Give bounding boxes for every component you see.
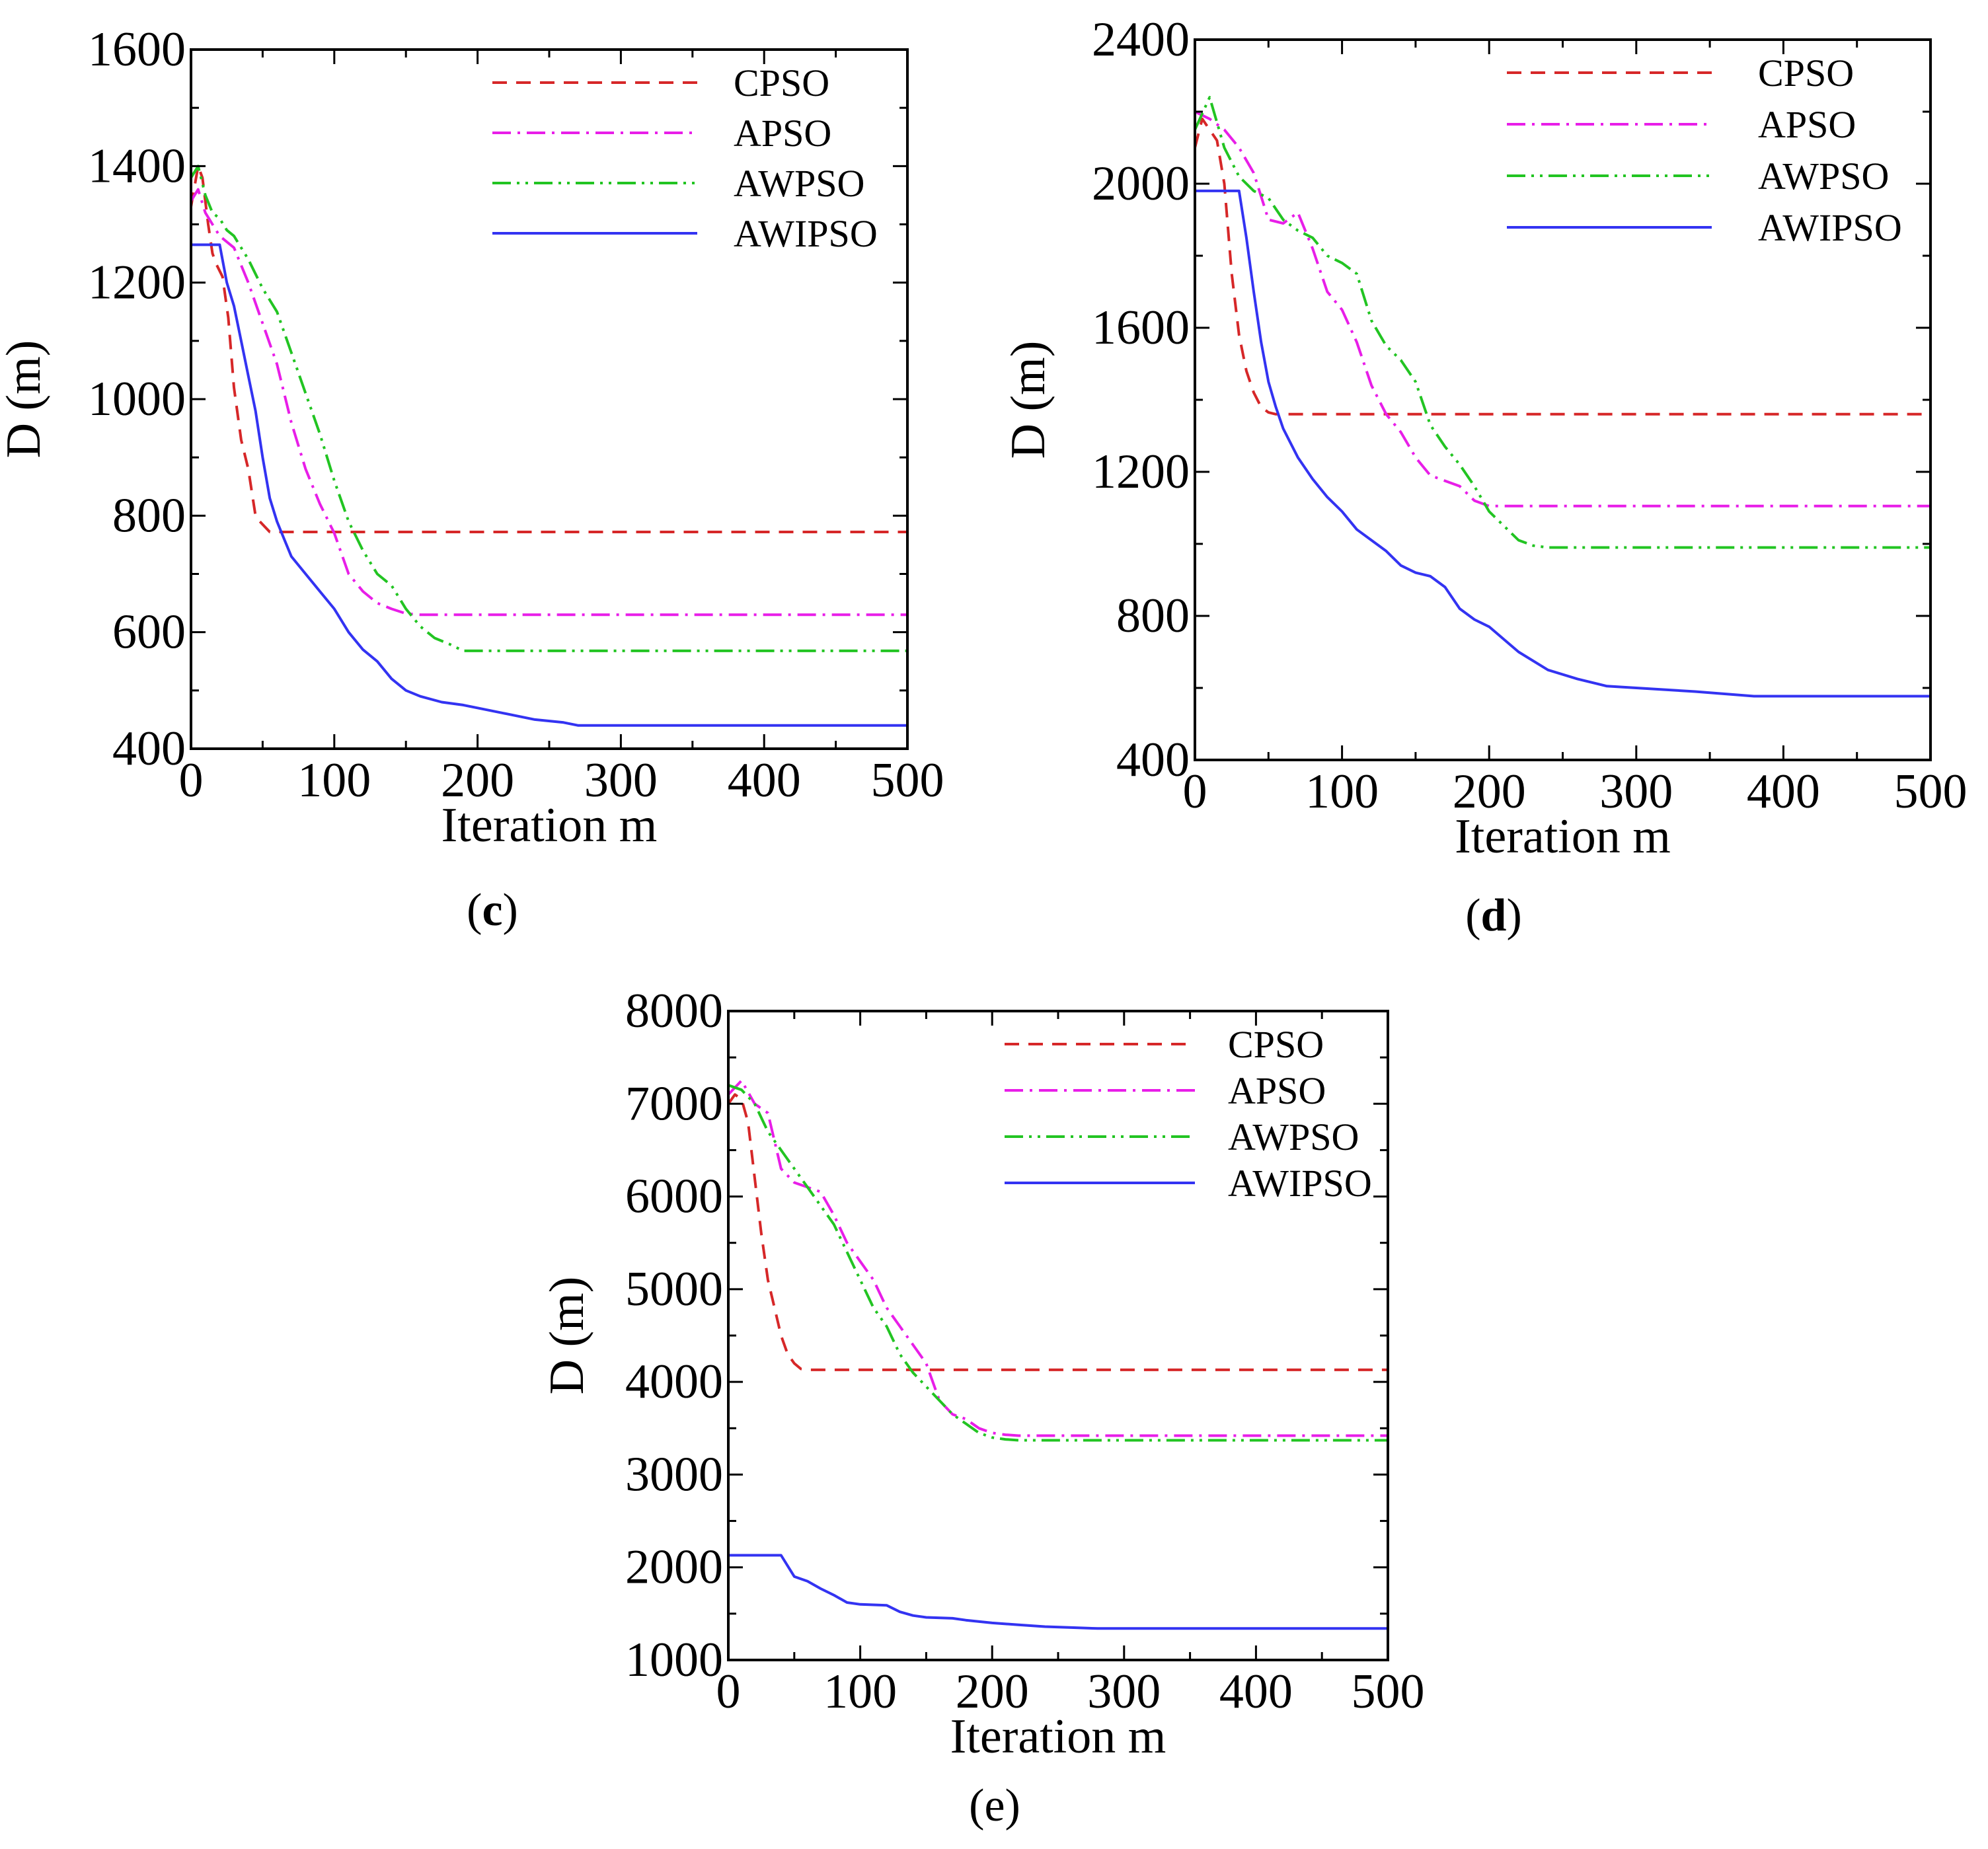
x-tick-label: 0 (1183, 765, 1207, 819)
y-axis-title: D (m) (0, 340, 51, 459)
chart-d: 0 100 200 300 400 500 400 800 1200 1600 2000 2400 It… (1001, 13, 1968, 941)
x-tick-label: 100 (297, 753, 371, 808)
panel-caption: (c) (467, 885, 518, 936)
series-line-apso (191, 188, 907, 617)
y-tick-label: 2000 (625, 1540, 723, 1595)
y-tick-label: 7000 (625, 1076, 723, 1131)
panel-caption: (d) (1465, 890, 1522, 941)
series-line-awipso (728, 1554, 1388, 1630)
legend-label-cpso: CPSO (734, 61, 829, 104)
x-axis-title: Iteration m (950, 1710, 1166, 1764)
legend-label-cpso: CPSO (1228, 1023, 1324, 1066)
chart-c: 0 100 200 300 400 500 400 600 800 1000 1200 1400 160… (0, 22, 944, 936)
y-axis-title: D (m) (1001, 341, 1055, 459)
x-tick-label: 200 (956, 1665, 1029, 1719)
y-tick-label: 8000 (625, 984, 723, 1038)
series-line-apso (728, 1079, 1388, 1437)
x-axis-title: Iteration m (441, 798, 658, 852)
y-tick-label: 400 (112, 722, 186, 776)
x-tick-label: 100 (1305, 765, 1379, 819)
y-tick-label: 400 (1116, 733, 1190, 787)
y-tick-label: 1000 (625, 1633, 723, 1687)
series-line-awipso (1195, 189, 1931, 698)
legend-label-awpso: AWPSO (734, 162, 864, 205)
y-tick-label: 4000 (625, 1355, 723, 1409)
legend-label-awipso: AWIPSO (734, 212, 878, 255)
legend-label-cpso: CPSO (1758, 52, 1854, 94)
x-tick-label: 400 (1219, 1665, 1293, 1719)
x-tick-label: 100 (823, 1665, 897, 1719)
y-tick-label: 1200 (88, 256, 186, 310)
x-tick-label: 0 (716, 1665, 741, 1719)
chart-e: 0 100 200 300 400 500 1000 2000 3000 4000 5000 6000… (540, 984, 1425, 1831)
y-tick-label: 1000 (88, 372, 186, 426)
series-line-cpso (1195, 117, 1931, 416)
series-line-awpso (1195, 96, 1931, 549)
y-tick-label: 5000 (625, 1262, 723, 1316)
x-tick-label: 500 (1894, 765, 1968, 819)
y-tick-label: 1600 (88, 22, 186, 77)
plot-frame (1194, 38, 1932, 761)
x-tick-label: 200 (441, 753, 514, 808)
y-tick-label: 600 (112, 605, 186, 660)
series-line-cpso (191, 165, 907, 533)
legend-label-awpso: AWPSO (1228, 1115, 1359, 1158)
x-tick-label: 300 (1087, 1665, 1161, 1719)
y-tick-label: 2400 (1092, 13, 1190, 67)
y-tick-label: 800 (112, 488, 186, 543)
x-tick-label: 300 (1599, 765, 1673, 819)
legend-label-apso: APSO (1758, 103, 1856, 146)
x-tick-label: 400 (1747, 765, 1820, 819)
y-tick-label: 6000 (625, 1170, 723, 1224)
series-line-cpso (728, 1093, 1388, 1371)
legend-label-awipso: AWIPSO (1228, 1162, 1372, 1205)
y-tick-label: 2000 (1092, 157, 1190, 211)
y-tick-label: 1600 (1092, 301, 1190, 355)
series-line-apso (1195, 110, 1931, 508)
x-tick-label: 400 (728, 753, 801, 808)
x-tick-label: 500 (871, 753, 944, 808)
legend-label-apso: APSO (1228, 1069, 1326, 1112)
y-axis-title: D (m) (540, 1277, 594, 1395)
y-tick-label: 1200 (1092, 445, 1190, 499)
x-tick-label: 200 (1453, 765, 1526, 819)
panel-caption: (e) (969, 1780, 1020, 1831)
x-tick-label: 300 (584, 753, 658, 808)
y-tick-label: 3000 (625, 1447, 723, 1501)
x-tick-label: 500 (1352, 1665, 1425, 1719)
y-tick-label: 800 (1116, 589, 1190, 643)
y-tick-label: 1400 (88, 139, 186, 193)
series-line-awipso (191, 243, 907, 727)
legend-label-apso: APSO (734, 112, 831, 155)
x-axis-title: Iteration m (1455, 810, 1671, 864)
legend-label-awpso: AWPSO (1758, 155, 1889, 198)
series-line-awpso (191, 165, 907, 652)
legend-label-awipso: AWIPSO (1758, 206, 1902, 249)
x-tick-label: 0 (179, 753, 204, 808)
